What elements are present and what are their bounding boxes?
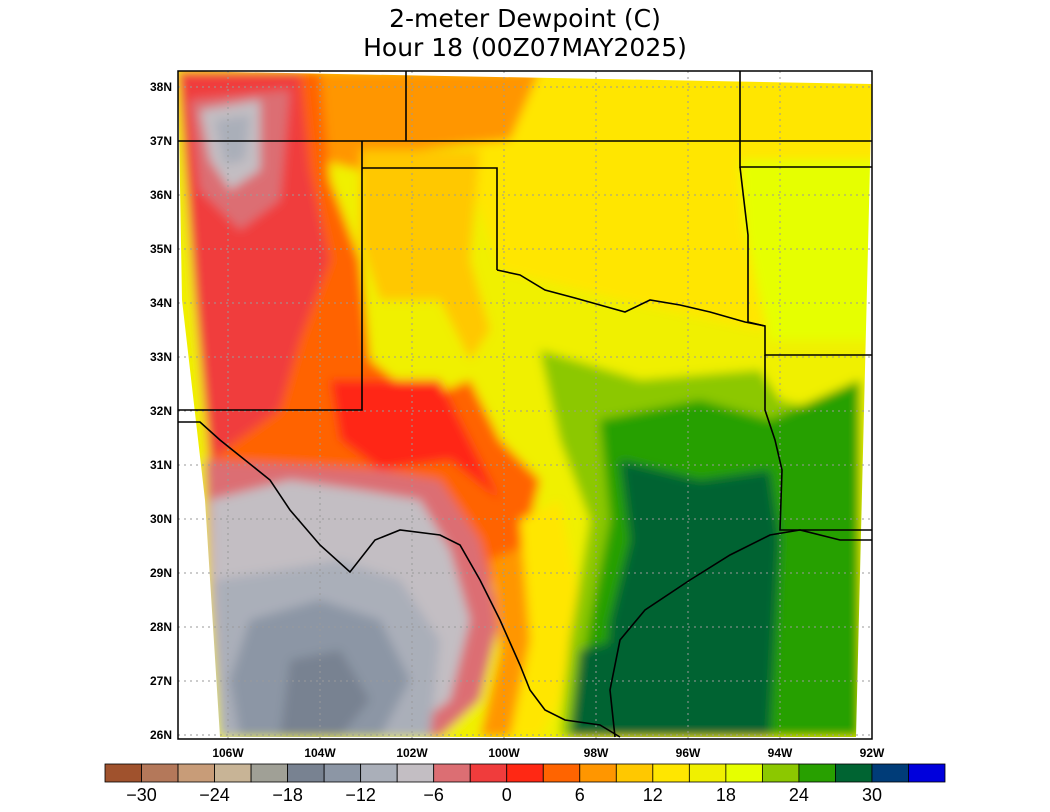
colorbar-swatch xyxy=(469,763,508,783)
lat-label: 27N xyxy=(149,674,172,688)
colorbar-swatch xyxy=(688,763,727,783)
lat-label: 33N xyxy=(149,350,172,364)
colorbar-tick-label: 12 xyxy=(642,785,663,805)
lat-label: 37N xyxy=(149,134,172,148)
colorbar-swatch xyxy=(214,763,252,783)
lat-label: 36N xyxy=(149,188,172,202)
colorbar-swatch xyxy=(908,763,946,783)
lon-label: 100W xyxy=(488,746,520,760)
lon-label: 102W xyxy=(396,746,428,760)
colorbar-swatch xyxy=(835,763,873,783)
colorbar-swatch xyxy=(396,763,435,783)
colorbar-tick-label: −18 xyxy=(272,785,303,805)
lat-label: 34N xyxy=(149,296,172,310)
colorbar-swatch xyxy=(615,763,654,783)
state-border-ar-la xyxy=(739,166,872,356)
colorbar-swatch xyxy=(177,763,215,783)
colorbar-tick-label: 24 xyxy=(788,785,809,805)
lat-label: 32N xyxy=(149,404,172,418)
lon-label: 98W xyxy=(583,746,609,760)
colorbar-swatch xyxy=(579,763,617,783)
colorbar-swatch xyxy=(250,763,289,783)
political-borders xyxy=(178,71,872,738)
state-border-tx-panhandle xyxy=(362,167,498,270)
lat-label: 26N xyxy=(149,728,172,742)
colorbar-tick-label: −6 xyxy=(423,785,444,805)
lat-label: 28N xyxy=(149,620,172,634)
colorbar-swatch xyxy=(761,763,800,783)
lat-label: 31N xyxy=(149,458,172,472)
colorbar-swatch xyxy=(798,763,836,783)
colorbar-tick-label: −24 xyxy=(199,785,230,805)
colorbar-tick-label: −30 xyxy=(126,785,157,805)
colorbar-swatch xyxy=(871,763,909,783)
colorbar-swatch xyxy=(506,763,544,783)
colorbar-swatch xyxy=(141,763,179,783)
lat-label: 29N xyxy=(149,566,172,580)
lon-label: 92W xyxy=(859,746,885,760)
colorbar-swatch xyxy=(287,763,325,783)
lon-label: 106W xyxy=(212,746,244,760)
colorbar-tick-label: 6 xyxy=(574,785,585,805)
colorbar-swatch xyxy=(433,763,471,783)
lat-label: 30N xyxy=(149,512,172,526)
map-frame xyxy=(177,70,873,740)
map-title: 2-meter Dewpoint (C) xyxy=(389,4,661,33)
colorbar-tick-label: −12 xyxy=(345,785,376,805)
colorbar-tick-label: 30 xyxy=(861,785,882,805)
colorbar-tick-label: 18 xyxy=(715,785,736,805)
colorbar-tick-label: 0 xyxy=(501,785,512,805)
state-border-nm-tx xyxy=(178,141,363,411)
lon-label: 96W xyxy=(675,746,701,760)
map-subtitle: Hour 18 (00Z07MAY2025) xyxy=(363,33,687,62)
gulf-coastline xyxy=(609,529,872,738)
colorbar-swatch xyxy=(323,763,362,783)
lon-label: 104W xyxy=(304,746,336,760)
rio-grande-border xyxy=(178,421,621,738)
state-border-red-river xyxy=(496,269,766,327)
lon-label: 94W xyxy=(767,746,793,760)
lat-label: 38N xyxy=(149,80,172,94)
colorbar-swatch xyxy=(725,763,763,783)
colorbar-swatch xyxy=(542,763,581,783)
colorbar-swatch xyxy=(652,763,690,783)
lat-label: 35N xyxy=(149,242,172,256)
colorbar-swatch xyxy=(360,763,398,783)
colorbar-swatch xyxy=(104,763,142,783)
